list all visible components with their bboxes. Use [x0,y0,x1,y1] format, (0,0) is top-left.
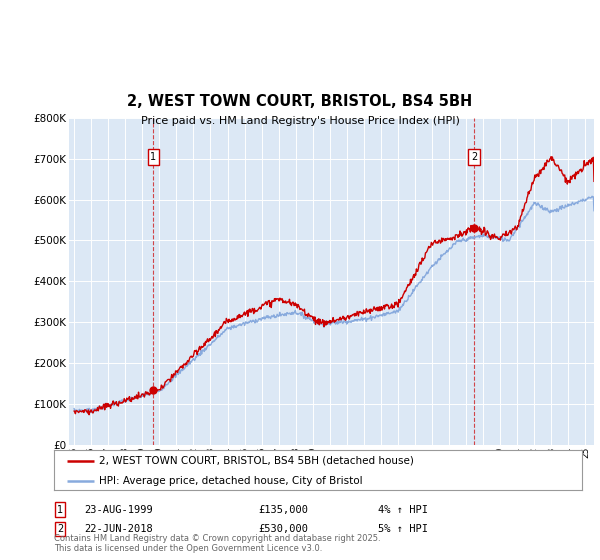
Text: 2, WEST TOWN COURT, BRISTOL, BS4 5BH (detached house): 2, WEST TOWN COURT, BRISTOL, BS4 5BH (de… [99,456,414,466]
Text: 2: 2 [471,152,477,162]
Text: 1: 1 [57,505,63,515]
Text: 2: 2 [57,524,63,534]
Text: 5% ↑ HPI: 5% ↑ HPI [378,524,428,534]
Text: 2, WEST TOWN COURT, BRISTOL, BS4 5BH: 2, WEST TOWN COURT, BRISTOL, BS4 5BH [127,94,473,109]
Text: 4% ↑ HPI: 4% ↑ HPI [378,505,428,515]
Text: £530,000: £530,000 [258,524,308,534]
Text: 1: 1 [151,152,157,162]
Text: Price paid vs. HM Land Registry's House Price Index (HPI): Price paid vs. HM Land Registry's House … [140,116,460,127]
Text: 22-JUN-2018: 22-JUN-2018 [84,524,153,534]
Text: £135,000: £135,000 [258,505,308,515]
Text: Contains HM Land Registry data © Crown copyright and database right 2025.
This d: Contains HM Land Registry data © Crown c… [54,534,380,553]
Text: 23-AUG-1999: 23-AUG-1999 [84,505,153,515]
Text: HPI: Average price, detached house, City of Bristol: HPI: Average price, detached house, City… [99,476,362,486]
